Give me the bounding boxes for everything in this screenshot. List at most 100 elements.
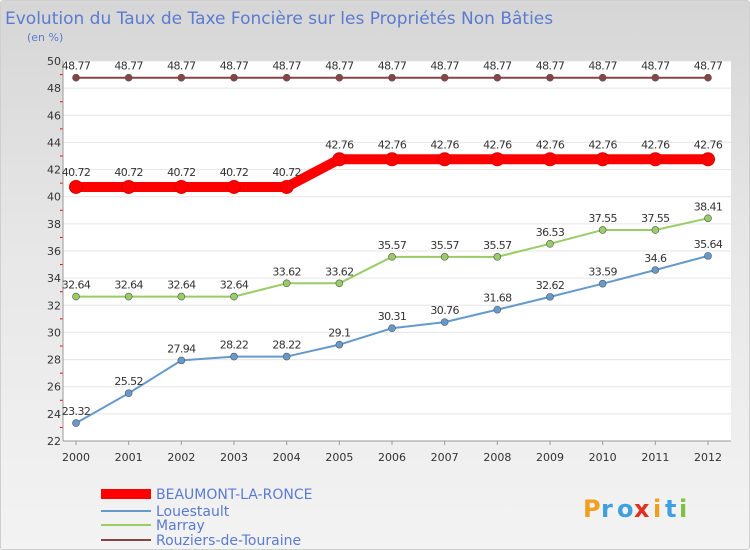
data-label: 42.76 — [588, 138, 617, 151]
y-tick-label: 38 — [47, 218, 61, 231]
data-label: 25.52 — [114, 375, 143, 388]
data-point — [543, 152, 557, 167]
x-tick-label: 2012 — [694, 451, 722, 464]
data-point — [437, 152, 452, 167]
data-point — [493, 73, 502, 82]
data-point — [177, 292, 186, 301]
y-tick-label: 30 — [47, 326, 61, 339]
data-point — [227, 179, 241, 194]
legend-label: BEAUMONT-LA-RONCE — [156, 487, 312, 503]
data-point — [598, 73, 607, 82]
y-tick-label: 46 — [47, 109, 61, 122]
data-point — [388, 324, 396, 333]
data-label: 33.59 — [588, 266, 617, 279]
data-label: 40.72 — [167, 166, 196, 179]
data-point — [598, 279, 607, 288]
data-point — [282, 73, 291, 82]
data-label: 32.64 — [167, 279, 196, 292]
data-point — [440, 318, 449, 326]
data-label: 30.31 — [378, 310, 407, 323]
data-label: 42.76 — [483, 138, 512, 151]
data-label: 32.62 — [536, 279, 565, 292]
data-point — [704, 214, 712, 223]
data-label: 35.57 — [430, 239, 459, 252]
data-label: 40.72 — [62, 166, 91, 179]
data-label: 48.77 — [62, 60, 91, 73]
data-point — [72, 419, 80, 427]
y-tick-label: 24 — [47, 408, 61, 421]
x-tick-label: 2010 — [589, 451, 617, 464]
data-point — [493, 253, 502, 261]
data-point — [72, 292, 80, 301]
x-tick-label: 2006 — [378, 451, 406, 464]
legend-label: Marray — [156, 518, 205, 534]
data-label: 40.72 — [220, 166, 249, 179]
data-label: 48.77 — [641, 60, 670, 73]
data-point — [335, 279, 344, 288]
data-point — [124, 73, 133, 82]
data-label: 48.77 — [536, 60, 565, 73]
logo-letter: t — [665, 495, 676, 523]
x-tick-label: 2008 — [483, 451, 511, 464]
data-point — [546, 73, 554, 82]
data-point — [493, 305, 502, 314]
x-tick-label: 2005 — [325, 451, 353, 464]
y-tick-label: 32 — [47, 299, 61, 312]
data-label: 42.76 — [325, 138, 354, 151]
data-point — [230, 73, 238, 82]
data-point — [335, 73, 344, 82]
y-tick-label: 42 — [47, 164, 61, 177]
data-label: 35.57 — [483, 239, 512, 252]
x-tick-label: 2009 — [536, 451, 564, 464]
data-point — [230, 292, 238, 301]
data-point — [651, 266, 660, 274]
data-point — [385, 152, 399, 167]
data-point — [124, 292, 133, 301]
data-point — [440, 253, 449, 261]
data-point — [704, 252, 712, 260]
data-label: 42.76 — [378, 138, 407, 151]
chart-title: Evolution du Taux de Taxe Foncière sur l… — [5, 9, 553, 29]
data-label: 48.77 — [694, 60, 723, 73]
x-tick-label: 2011 — [641, 451, 669, 464]
data-label: 42.76 — [536, 138, 565, 151]
x-tick-label: 2003 — [220, 451, 248, 464]
data-label: 42.76 — [430, 138, 459, 151]
x-tick-label: 2002 — [167, 451, 195, 464]
data-point — [648, 152, 663, 167]
data-label: 28.22 — [220, 339, 249, 352]
data-label: 23.32 — [62, 405, 91, 418]
data-point — [598, 226, 607, 234]
data-label: 35.57 — [378, 239, 407, 252]
data-point — [332, 152, 347, 167]
y-tick-label: 28 — [47, 354, 61, 367]
y-tick-label: 40 — [47, 191, 61, 204]
data-point — [230, 352, 238, 361]
logo-letter: P — [583, 495, 601, 523]
data-label: 27.94 — [167, 342, 196, 355]
data-point — [121, 179, 136, 194]
data-point — [72, 73, 80, 82]
data-label: 32.64 — [62, 279, 91, 292]
data-point — [388, 73, 396, 82]
data-point — [69, 179, 83, 194]
logo-letter: r — [601, 495, 613, 523]
logo-letter: x — [634, 495, 650, 523]
data-label: 48.77 — [378, 60, 407, 73]
data-label: 38.41 — [694, 200, 723, 213]
data-label: 40.72 — [272, 166, 301, 179]
y-tick-label: 22 — [47, 435, 61, 448]
data-point — [335, 340, 344, 349]
data-point — [701, 152, 715, 167]
data-point — [704, 73, 712, 82]
x-tick-label: 2007 — [431, 451, 459, 464]
logo-letter: i — [653, 495, 661, 523]
legend: BEAUMONT-LA-RONCELouestaultMarrayRouzier… — [101, 487, 312, 549]
data-label: 35.64 — [694, 238, 723, 251]
data-point — [546, 293, 554, 301]
data-point — [651, 73, 660, 82]
data-label: 37.55 — [588, 212, 617, 225]
data-point — [282, 352, 291, 361]
data-label: 48.77 — [272, 60, 301, 73]
